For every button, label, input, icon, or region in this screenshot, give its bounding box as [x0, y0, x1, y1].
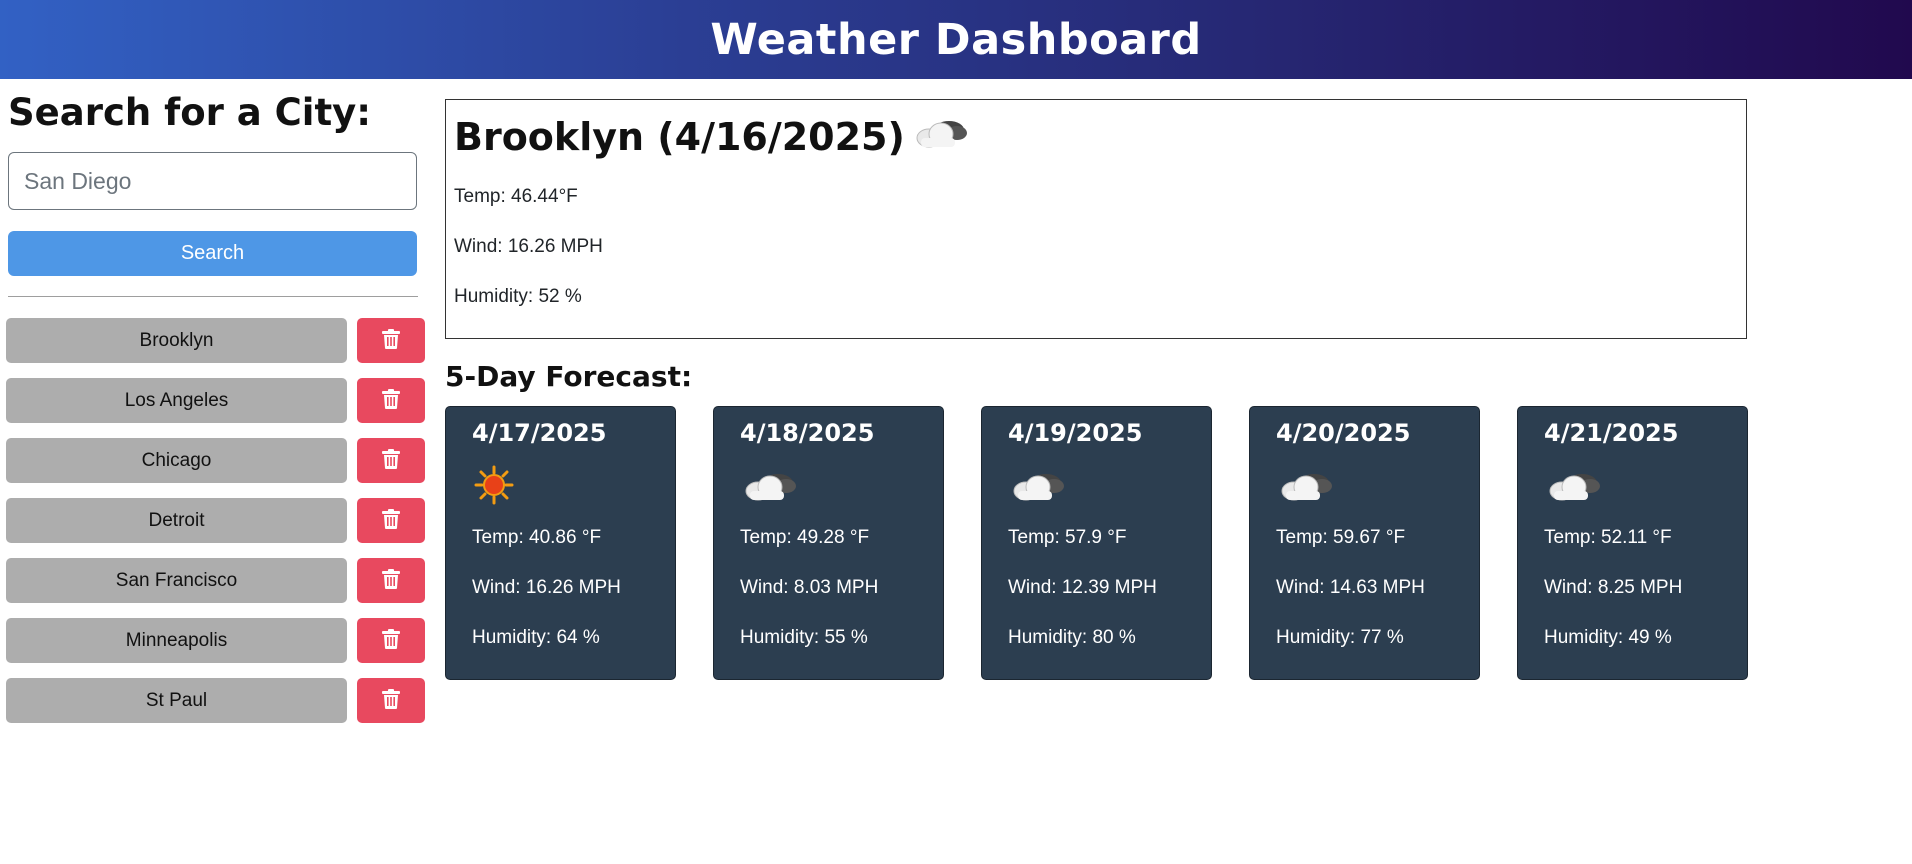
forecast-humidity: Humidity: 55 % — [740, 627, 868, 648]
current-weather-title: Brooklyn (4/16/2025) — [454, 112, 1738, 161]
history-city-button[interactable]: Detroit — [6, 498, 347, 543]
forecast-date: 4/20/2025 — [1276, 419, 1411, 447]
forecast-temp: Temp: 52.11 °F — [1544, 527, 1672, 548]
forecast-wind: Wind: 8.03 MPH — [740, 577, 879, 598]
search-history-list: Brooklyn Los Angeles Chicago Detroit San… — [6, 318, 426, 738]
forecast-title: 5-Day Forecast: — [445, 360, 693, 393]
forecast-date: 4/17/2025 — [472, 419, 607, 447]
cloud-icon — [1278, 465, 1334, 509]
delete-city-button[interactable] — [357, 318, 425, 363]
delete-city-button[interactable] — [357, 438, 425, 483]
history-city-button[interactable]: San Francisco — [6, 558, 347, 603]
search-button[interactable]: Search — [8, 231, 417, 276]
forecast-card: 4/17/2025 Temp: 40.86 °F Wind: 16.26 MPH… — [445, 406, 676, 680]
forecast-temp: Temp: 57.9 °F — [1008, 527, 1127, 548]
history-item: Los Angeles — [6, 378, 426, 423]
forecast-wind: Wind: 14.63 MPH — [1276, 577, 1425, 598]
forecast-humidity: Humidity: 49 % — [1544, 627, 1672, 648]
history-item: San Francisco — [6, 558, 426, 603]
history-city-button[interactable]: St Paul — [6, 678, 347, 723]
sun-icon — [474, 465, 514, 509]
forecast-card: 4/20/2025 Temp: 59.67 °F Wind: 14.63 MPH… — [1249, 406, 1480, 680]
forecast-humidity: Humidity: 80 % — [1008, 627, 1136, 648]
search-heading: Search for a City: — [8, 91, 372, 134]
delete-city-button[interactable] — [357, 678, 425, 723]
history-city-button[interactable]: Chicago — [6, 438, 347, 483]
forecast-date: 4/18/2025 — [740, 419, 875, 447]
forecast-card: 4/19/2025 Temp: 57.9 °F Wind: 12.39 MPH … — [981, 406, 1212, 680]
forecast-wind: Wind: 16.26 MPH — [472, 577, 621, 598]
delete-city-button[interactable] — [357, 378, 425, 423]
current-weather-card: Brooklyn (4/16/2025) Temp: 46.44°F Wind:… — [445, 99, 1747, 339]
forecast-wind: Wind: 8.25 MPH — [1544, 577, 1683, 598]
forecast-humidity: Humidity: 64 % — [472, 627, 600, 648]
history-item: Detroit — [6, 498, 426, 543]
history-item: St Paul — [6, 678, 426, 723]
history-city-button[interactable]: Brooklyn — [6, 318, 347, 363]
current-humidity: Humidity: 52 % — [454, 286, 582, 307]
forecast-date: 4/21/2025 — [1544, 419, 1679, 447]
current-city-date: Brooklyn (4/16/2025) — [454, 114, 905, 159]
delete-city-button[interactable] — [357, 618, 425, 663]
current-temp: Temp: 46.44°F — [454, 186, 578, 207]
forecast-temp: Temp: 49.28 °F — [740, 527, 870, 548]
history-item: Brooklyn — [6, 318, 426, 363]
cloud-icon — [1010, 465, 1066, 509]
sidebar-divider — [8, 296, 418, 297]
forecast-card: 4/21/2025 Temp: 52.11 °F Wind: 8.25 MPH … — [1517, 406, 1748, 680]
history-city-button[interactable]: Minneapolis — [6, 618, 347, 663]
trash-icon — [382, 569, 400, 592]
history-item: Minneapolis — [6, 618, 426, 663]
forecast-date: 4/19/2025 — [1008, 419, 1143, 447]
forecast-temp: Temp: 59.67 °F — [1276, 527, 1406, 548]
forecast-wind: Wind: 12.39 MPH — [1008, 577, 1157, 598]
forecast-humidity: Humidity: 77 % — [1276, 627, 1404, 648]
trash-icon — [382, 629, 400, 652]
trash-icon — [382, 389, 400, 412]
cloud-icon — [742, 465, 798, 509]
forecast-temp: Temp: 40.86 °F — [472, 527, 602, 548]
trash-icon — [382, 449, 400, 472]
page-title: Weather Dashboard — [710, 14, 1202, 65]
trash-icon — [382, 329, 400, 352]
history-item: Chicago — [6, 438, 426, 483]
current-wind: Wind: 16.26 MPH — [454, 236, 603, 257]
trash-icon — [382, 689, 400, 712]
cloud-icon — [1546, 465, 1602, 509]
delete-city-button[interactable] — [357, 498, 425, 543]
cloud-icon — [913, 112, 969, 161]
forecast-card: 4/18/2025 Temp: 49.28 °F Wind: 8.03 MPH … — [713, 406, 944, 680]
city-search-input[interactable] — [8, 152, 417, 210]
history-city-button[interactable]: Los Angeles — [6, 378, 347, 423]
delete-city-button[interactable] — [357, 558, 425, 603]
app-header: Weather Dashboard — [0, 0, 1912, 79]
trash-icon — [382, 509, 400, 532]
